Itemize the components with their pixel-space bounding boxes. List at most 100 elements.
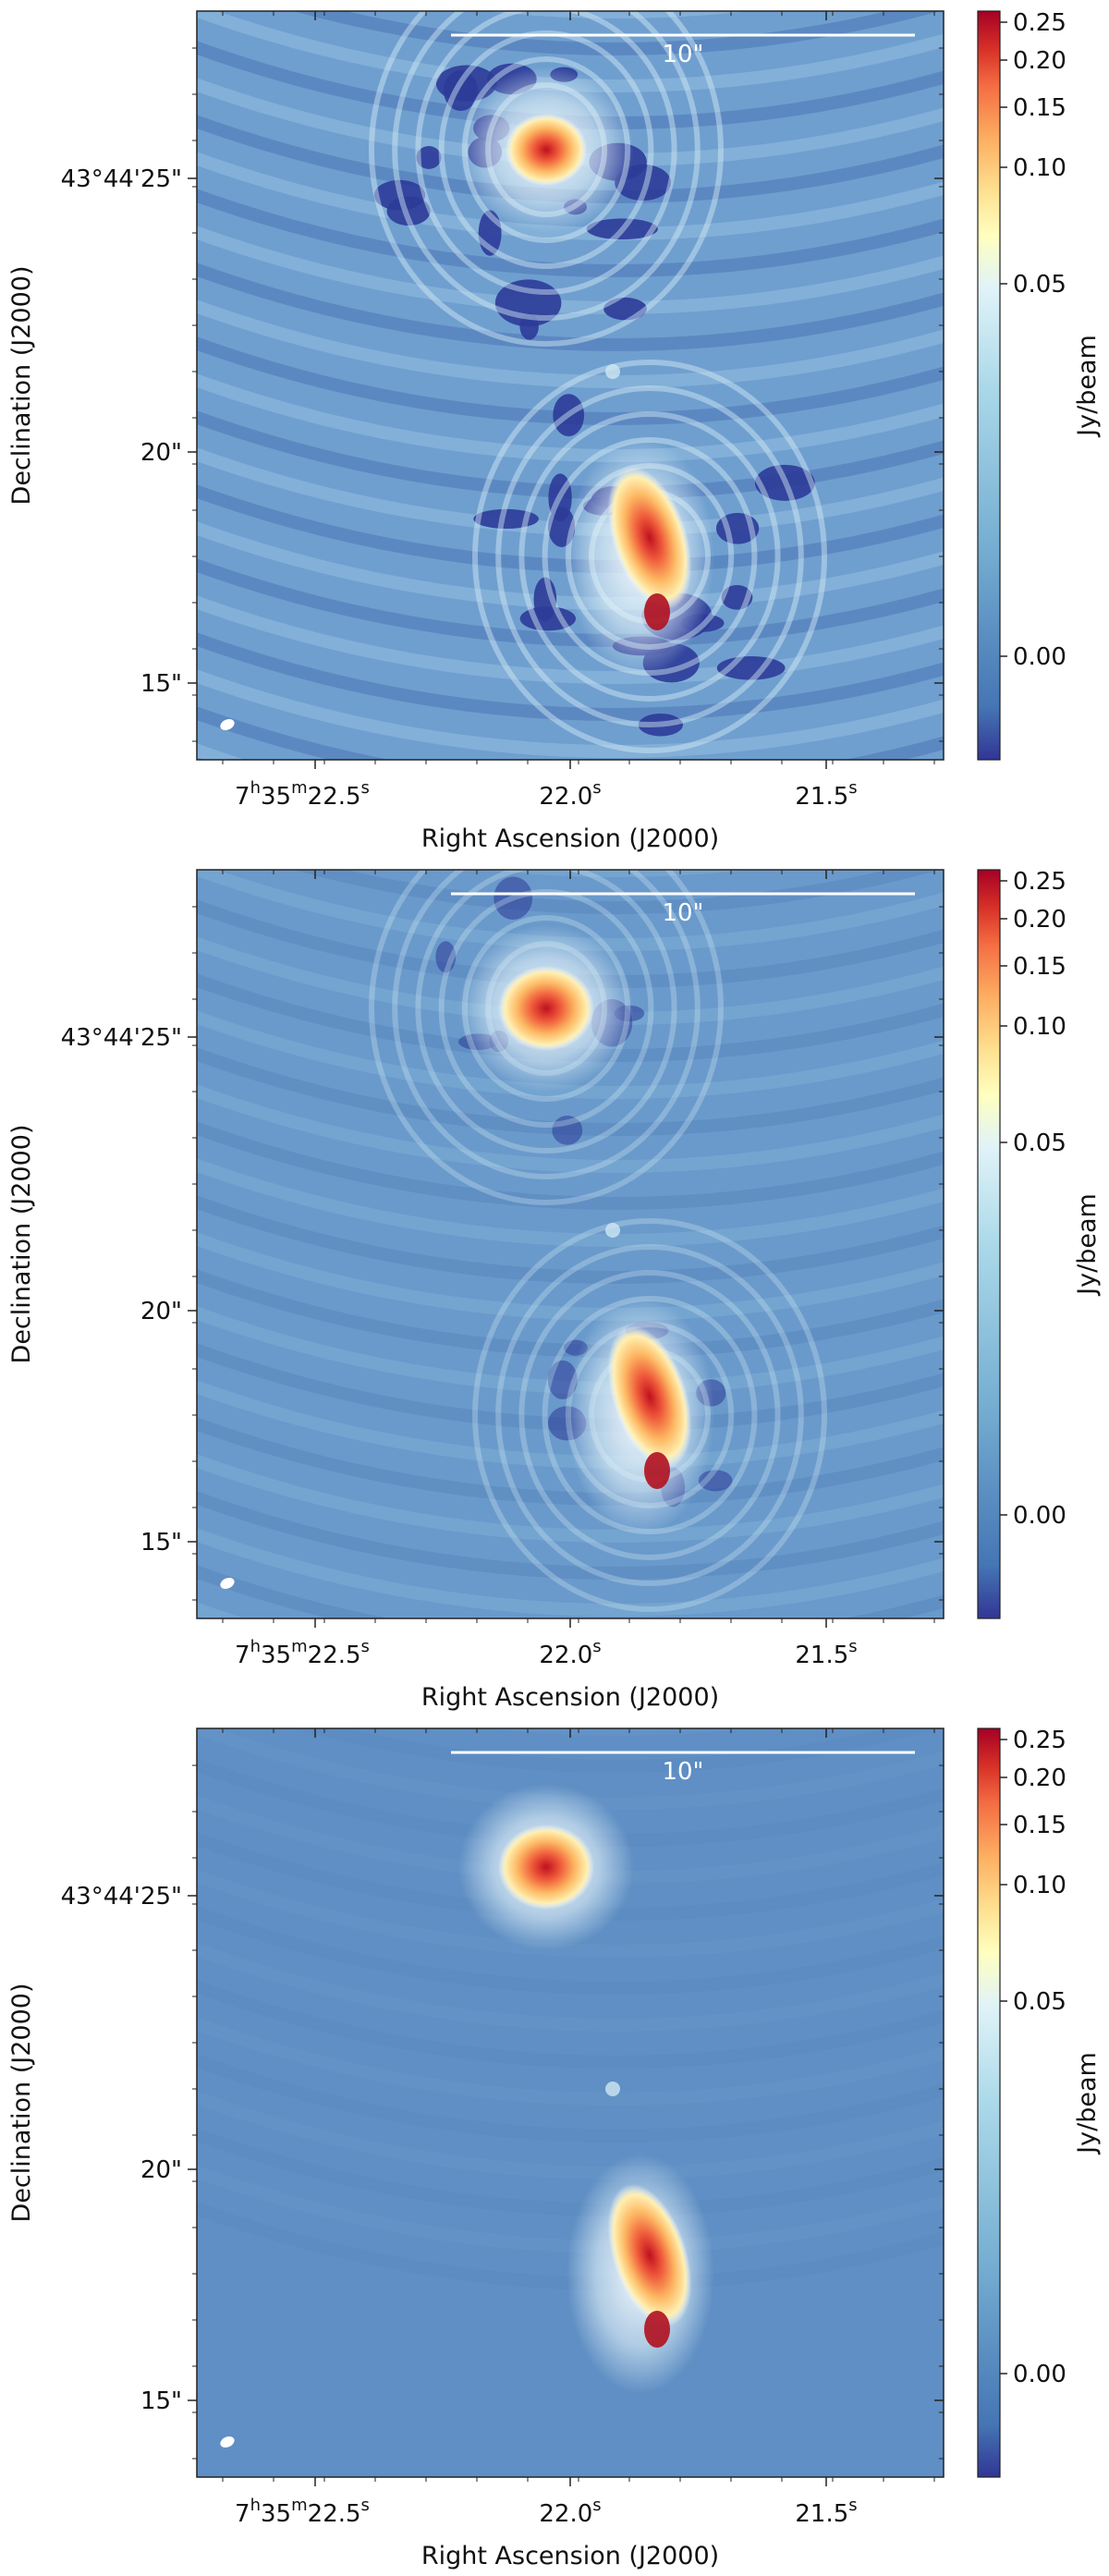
- sidelobe-ring: [415, 11, 677, 295]
- beam-ellipse: [220, 1577, 235, 1590]
- colorbar-tick-label: 0.10: [1013, 154, 1066, 182]
- dec-tick-label: 20": [140, 2156, 182, 2184]
- sidelobe-stripe: [197, 226, 944, 314]
- sidelobe-stripe: [197, 1869, 944, 1958]
- sidelobe-stripe: [197, 706, 944, 760]
- sidelobe-stripe: [293, 870, 941, 914]
- negative-sidelobe: [478, 210, 502, 256]
- negative-sidelobe: [548, 473, 572, 522]
- southern-source: [607, 1325, 692, 1469]
- scale-bar-label: 10": [662, 1758, 703, 1786]
- negative-sidelobe: [435, 65, 497, 103]
- colorbar-tick-label: 0.00: [1013, 2361, 1066, 2388]
- colorbar-tick-label: 0.25: [1013, 9, 1066, 37]
- y-axis-label: Declination (J2000): [7, 1984, 36, 2223]
- colorbar: [977, 869, 1001, 1619]
- scale-bar-label: 10": [662, 899, 703, 927]
- ra-tick-label: 22.0s: [539, 2496, 601, 2528]
- colorbar-tick-label: 0.10: [1013, 1013, 1066, 1041]
- sidelobe-stripe: [197, 1010, 944, 1099]
- sidelobe-stripe: [197, 521, 944, 610]
- colorbar-tick-label: 0.00: [1013, 643, 1066, 671]
- dec-tick-label: 43°44'25": [61, 165, 182, 193]
- negative-sidelobe: [552, 1115, 583, 1145]
- sidelobe-stripe: [197, 1454, 944, 1543]
- x-axis-label: Right Ascension (J2000): [421, 2542, 719, 2570]
- sidelobe-stripe: [197, 1980, 944, 2069]
- negative-sidelobe: [715, 512, 760, 544]
- sidelobe-stripe: [197, 299, 944, 388]
- panel-svg: 10" 7h35m22.5s 22.0s 21.5s 43°44'25" 20" 15" Ri…: [7, 868, 1102, 1712]
- negative-sidelobe: [373, 179, 426, 211]
- x-axis-label: Right Ascension (J2000): [421, 1683, 719, 1712]
- colorbar: [977, 10, 1001, 761]
- sidelobe-stripe: [197, 1417, 944, 1506]
- sidelobe-stripe: [197, 1158, 944, 1247]
- beam-ellipse: [220, 718, 235, 731]
- dec-tick-label: 43°44'25": [61, 1024, 182, 1052]
- scale-bar-label: 10": [662, 41, 703, 68]
- colorbar-tick-label: 0.05: [1013, 271, 1066, 299]
- y-axis-label: Declination (J2000): [7, 266, 36, 506]
- southern-source: [607, 2183, 692, 2327]
- ra-tick-label: 22.0s: [539, 1637, 601, 1669]
- negative-sidelobe: [721, 584, 753, 610]
- negative-sidelobe: [416, 146, 442, 169]
- colorbar-tick-label: 0.05: [1013, 1129, 1066, 1157]
- sidelobe-ring: [369, 11, 724, 347]
- ra-tick-label: 7h35m22.5s: [235, 778, 370, 811]
- sidelobe-stripe: [197, 189, 944, 277]
- sidelobe-stripe: [197, 262, 944, 351]
- sidelobe-stripe: [197, 2017, 944, 2106]
- colorbar-label: Jy/beam: [1073, 2052, 1102, 2155]
- negative-sidelobe: [473, 508, 539, 530]
- panel-middle: 10" 7h35m22.5s 22.0s 21.5s 43°44'25" 20" 15" Ri…: [0, 859, 1109, 1717]
- sidelobe-stripe: [197, 152, 944, 240]
- sidelobe-stripe: [197, 669, 944, 758]
- beam-ellipse: [220, 2436, 235, 2448]
- sidelobe-ring: [495, 1244, 804, 1586]
- colorbar-tick-label: 0.20: [1013, 906, 1066, 934]
- radio-image: [197, 870, 944, 1618]
- sidelobe-ring: [392, 870, 701, 1179]
- sidelobe-stripe: [197, 1906, 944, 1995]
- ra-tick-label: 21.5s: [795, 2496, 857, 2528]
- northern-source: [505, 113, 588, 187]
- sidelobe-ring: [415, 870, 677, 1154]
- negative-sidelobe: [716, 656, 786, 680]
- southern-source-core: [644, 593, 670, 630]
- panel-svg: 10" 7h35m22.5s 22.0s 21.5s 43°44'25" 20" 15" Ri…: [7, 9, 1102, 853]
- colorbar-tick-label: 0.15: [1013, 1812, 1066, 1839]
- sidelobe-stripe: [293, 11, 941, 55]
- radio-image: [197, 1728, 944, 2477]
- sidelobe-stripe: [197, 373, 944, 462]
- sidelobe-stripe: [197, 1380, 944, 1469]
- sidelobe-stripe: [197, 2128, 944, 2216]
- negative-sidelobe: [519, 312, 539, 340]
- sidelobe-ring: [392, 11, 701, 321]
- dec-tick-label: 15": [140, 2387, 182, 2415]
- faint-knot: [605, 1223, 620, 1238]
- negative-sidelobe: [603, 297, 647, 321]
- colorbar-tick-label: 0.20: [1013, 47, 1066, 75]
- colorbar-tick-label: 0.00: [1013, 1502, 1066, 1530]
- northern-source: [498, 966, 594, 1051]
- sidelobe-ring: [495, 385, 804, 727]
- y-axis-label: Declination (J2000): [7, 1125, 36, 1364]
- dec-tick-label: 15": [140, 670, 182, 698]
- colorbar: [977, 1728, 1001, 2478]
- sidelobe-ring: [438, 31, 654, 269]
- sidelobe-stripe: [197, 1565, 944, 1618]
- sidelobe-stripe: [197, 632, 944, 721]
- sidelobe-ring: [472, 360, 827, 753]
- colorbar-tick-label: 0.15: [1013, 94, 1066, 122]
- sidelobe-ring: [438, 889, 654, 1128]
- panel-top: 10" 7h35m22.5s 22.0s 21.5s 43°44'25" 20" 15" Ri…: [0, 0, 1109, 859]
- radio-image: [197, 11, 944, 760]
- colorbar-tick-label: 0.25: [1013, 868, 1066, 896]
- sidelobe-stripe: [197, 1943, 944, 2032]
- negative-sidelobe: [519, 606, 577, 631]
- colorbar-label: Jy/beam: [1073, 335, 1102, 438]
- southern-source: [607, 466, 692, 610]
- sidelobe-stripe: [197, 595, 944, 684]
